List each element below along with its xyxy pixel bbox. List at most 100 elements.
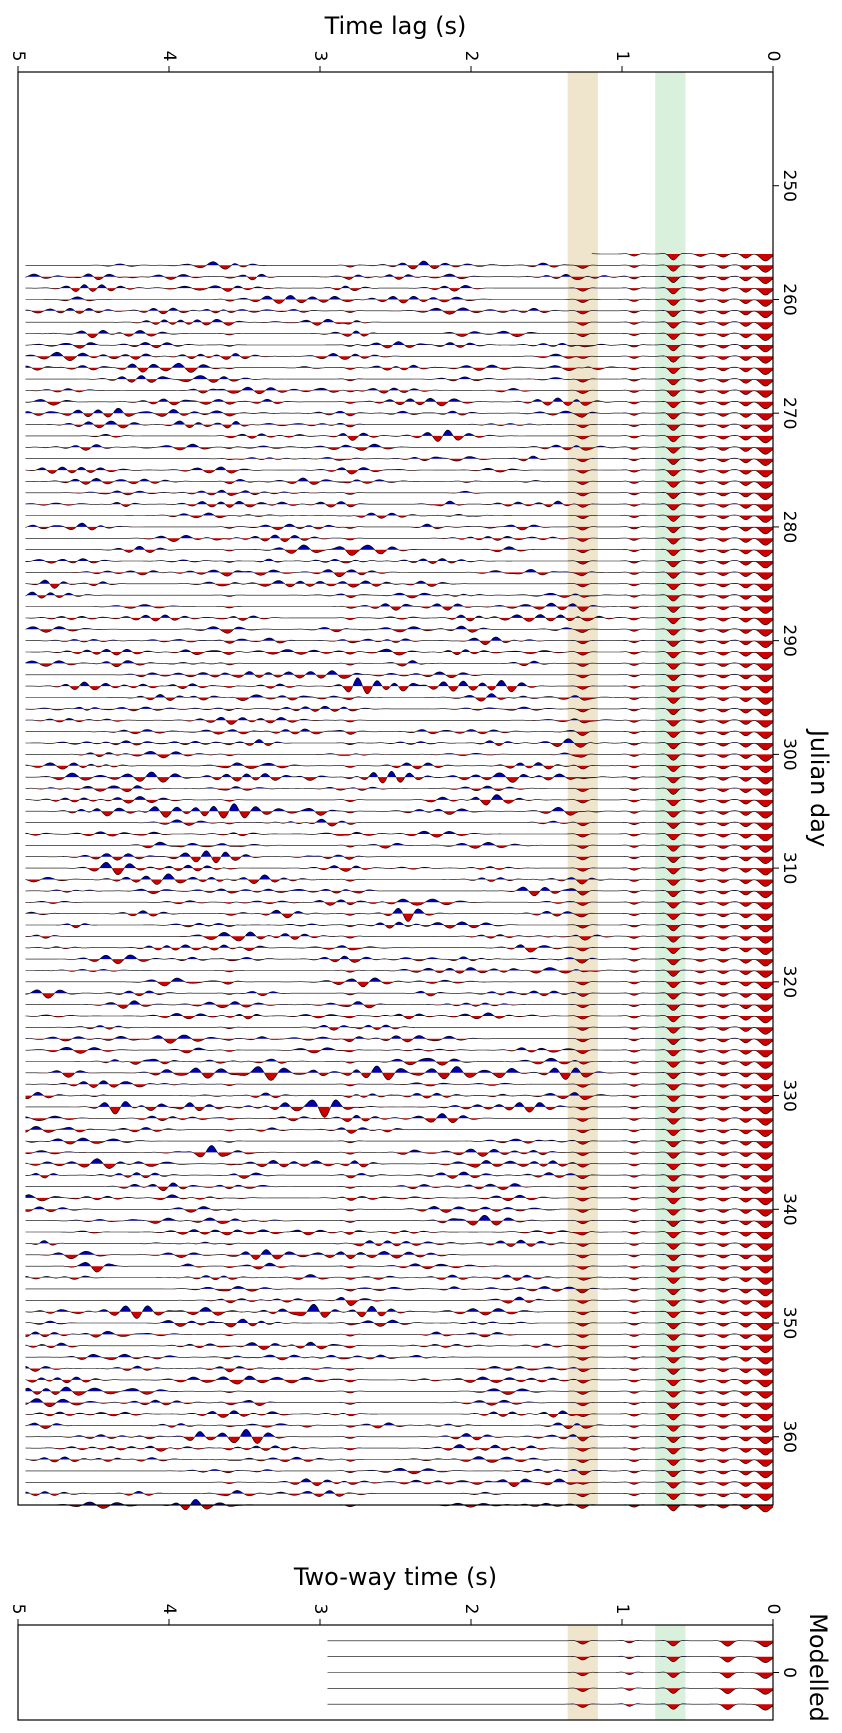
observed-trace-day-346-line [25, 1274, 774, 1285]
observed-trace-day-262-line [25, 318, 774, 330]
observed-trace-day-343-positive-fill [30, 1243, 773, 1251]
observed-trace-day-262 [25, 318, 774, 330]
observed-trace-day-341 [25, 1215, 774, 1229]
observed-trace-day-274 [25, 455, 774, 467]
observed-trace-day-360-line [25, 1428, 774, 1445]
observed-trace-day-332-positive-fill [31, 1118, 774, 1126]
observed-trace-day-350 [25, 1318, 774, 1331]
observed-trace-day-314-negative-fill [25, 908, 739, 914]
day-tick-label-280: 280 [779, 511, 799, 543]
observed-trace-day-362-line [25, 1456, 774, 1467]
observed-trace-day-352-line [25, 1341, 774, 1354]
observed-trace-day-283-negative-fill [31, 558, 739, 561]
observed-trace-day-261-line [25, 307, 774, 319]
observed-trace-day-284 [25, 569, 774, 580]
observed-trace-day-356 [25, 1386, 774, 1399]
modelled-trace-4-line [327, 1687, 774, 1695]
observed-trace-day-343 [25, 1239, 774, 1251]
observed-trace-day-285-positive-fill [29, 583, 774, 591]
observed-trace-day-281 [25, 534, 774, 546]
two-way-time-tick-label-0: 0 [763, 1604, 783, 1615]
observed-trace-day-364 [25, 1478, 774, 1490]
observed-trace-day-292-line [25, 660, 774, 671]
observed-trace-day-303-negative-fill [25, 785, 739, 789]
observed-trace-day-332-negative-fill [25, 1113, 739, 1119]
observed-trace-day-256-line [591, 253, 774, 262]
day-tick-label-250: 250 [779, 170, 799, 202]
observed-trace-day-304-positive-fill [31, 799, 774, 807]
observed-trace-day-315-positive-fill [30, 925, 773, 932]
time-lag-axis-title: Time lag (s) [324, 12, 467, 40]
observed-trace-day-298-line [25, 728, 774, 739]
observed-trace-day-341-line [25, 1215, 774, 1229]
observed-trace-day-285-negative-fill [25, 580, 739, 584]
observed-trace-day-356-line [25, 1386, 774, 1399]
observed-trace-day-351 [25, 1330, 774, 1342]
observed-trace-day-270 [25, 407, 774, 421]
observed-trace-day-302-negative-fill [38, 771, 739, 778]
observed-trace-day-326-negative-fill [31, 1047, 739, 1051]
observed-trace-day-313 [25, 898, 774, 910]
observed-trace-day-313-line [25, 898, 774, 910]
observed-trace-day-311 [25, 873, 774, 887]
observed-trace-day-317-line [25, 944, 774, 956]
observed-trace-day-336-positive-fill [29, 1163, 774, 1171]
observed-trace-day-320-negative-fill [25, 977, 739, 982]
observed-trace-day-309 [25, 850, 774, 865]
observed-trace-day-316-line [25, 931, 774, 944]
observed-trace-day-285-line [25, 579, 774, 592]
observed-panel: 250 260 270 280 290 300 310 320 330 340 350 360 0 1 2… [8, 12, 833, 1513]
observed-trace-day-331 [25, 1099, 774, 1118]
observed-trace-day-289-negative-fill [26, 626, 739, 630]
observed-trace-day-358-negative-fill [34, 1410, 739, 1414]
observed-trace-day-268 [25, 386, 774, 398]
observed-trace-day-304-negative-fill [25, 794, 739, 800]
observed-trace-day-258-positive-fill [25, 276, 773, 284]
modelled-traces [327, 1640, 774, 1711]
observed-trace-day-261 [25, 307, 774, 319]
observed-trace-day-305 [25, 803, 774, 819]
observed-trace-day-339-line [25, 1194, 774, 1206]
observed-trace-day-280-negative-fill [28, 523, 739, 527]
observed-trace-day-274-line [25, 455, 774, 467]
observed-trace-day-281-negative-fill [25, 535, 739, 539]
observed-trace-day-330-negative-fill [33, 1092, 739, 1096]
modelled-trace-5-positive-fill [327, 1704, 773, 1711]
observed-trace-day-265-positive-fill [36, 356, 774, 364]
observed-trace-day-324-negative-fill [31, 1025, 739, 1028]
observed-trace-day-274-negative-fill [36, 456, 739, 459]
observed-trace-day-292-positive-fill [39, 663, 774, 671]
observed-trace-day-278 [25, 500, 774, 512]
observed-trace-day-334-line [25, 1137, 774, 1149]
observed-trace-day-319 [25, 967, 774, 978]
observed-trace-day-281-positive-fill [36, 538, 774, 546]
day-tick-label-320: 320 [779, 966, 799, 998]
observed-trace-day-291-positive-fill [30, 652, 773, 659]
observed-trace-day-327-positive-fill [39, 1061, 774, 1069]
observed-trace-day-323-line [25, 1012, 774, 1024]
observed-trace-day-292 [25, 660, 774, 671]
observed-trace-day-258 [25, 273, 774, 285]
day-tick-label-270: 270 [779, 397, 799, 429]
observed-trace-day-283-line [25, 558, 774, 569]
observed-trace-day-313-negative-fill [35, 899, 739, 903]
observed-trace-day-302-line [25, 770, 774, 785]
observed-trace-day-300-positive-fill [25, 754, 773, 762]
observed-trace-day-266-positive-fill [31, 367, 774, 375]
observed-trace-day-310-negative-fill [36, 862, 739, 869]
observed-trace-day-301-positive-fill [30, 765, 773, 773]
observed-trace-day-259-positive-fill [30, 288, 773, 296]
observed-trace-day-327-negative-fill [26, 1058, 739, 1062]
observed-trace-day-350-line [25, 1318, 774, 1331]
observed-trace-day-357 [25, 1398, 774, 1410]
observed-trace-day-336-line [25, 1158, 774, 1172]
observed-trace-day-366-positive-fill [40, 1505, 773, 1512]
observed-trace-day-307 [25, 830, 774, 842]
observed-trace-day-264-negative-fill [30, 341, 739, 345]
observed-trace-day-271-line [25, 420, 774, 432]
observed-trace-day-344 [25, 1249, 774, 1263]
observed-trace-day-295-negative-fill [35, 693, 739, 698]
observed-trace-day-286 [25, 591, 774, 603]
observed-trace-day-306-negative-fill [25, 819, 739, 823]
observed-trace-day-311-line [25, 873, 774, 887]
